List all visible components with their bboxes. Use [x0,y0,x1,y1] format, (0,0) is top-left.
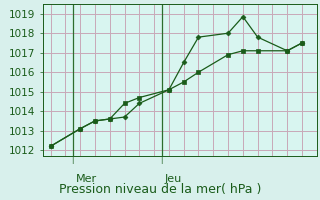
Text: Mer: Mer [76,174,97,184]
Text: Pression niveau de la mer( hPa ): Pression niveau de la mer( hPa ) [59,183,261,196]
Text: |: | [72,157,74,164]
Text: |: | [160,157,163,164]
Text: Jeu: Jeu [165,174,182,184]
